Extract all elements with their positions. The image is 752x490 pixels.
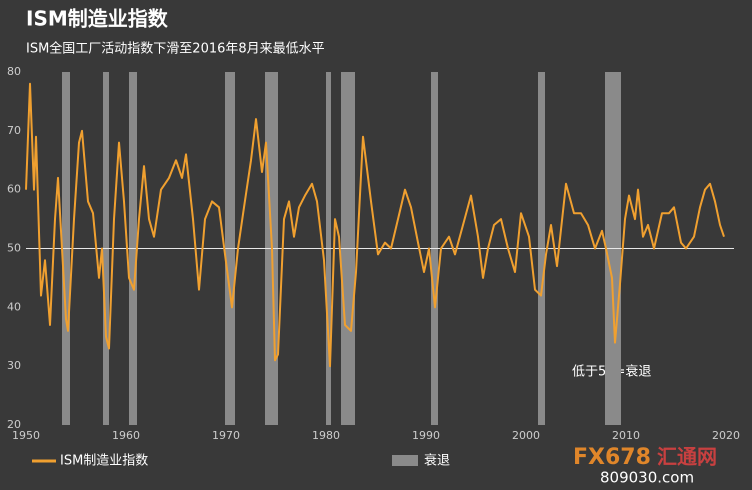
x-tick-label: 1990: [412, 429, 440, 442]
y-tick-label: 30: [7, 359, 21, 372]
legend-label: ISM制造业指数: [60, 454, 148, 469]
x-tick-label: 2010: [612, 429, 640, 442]
x-tick-label: 1980: [312, 429, 340, 442]
x-tick-label: 1960: [112, 429, 140, 442]
x-tick-label: 1970: [212, 429, 240, 442]
watermark-brand: FX678: [573, 445, 651, 470]
legend-label: 衰退: [424, 453, 450, 469]
x-tick-label: 2020: [712, 429, 740, 442]
y-tick-label: 60: [7, 183, 21, 196]
series-line: [25, 82, 725, 368]
chart-subtitle: ISM全国工厂活动指数下滑至2016年8月来最低水平: [26, 41, 325, 57]
y-tick-label: 50: [7, 242, 21, 255]
x-tick-label: 1950: [12, 429, 40, 442]
y-tick-label: 20: [7, 418, 21, 431]
x-tick-label: 2000: [512, 429, 540, 442]
watermark-site: 809030.com: [600, 469, 694, 487]
y-tick-label: 40: [7, 300, 21, 313]
y-tick-label: 80: [7, 65, 21, 78]
y-tick-label: 70: [7, 124, 21, 137]
chart-title: ISM制造业指数: [26, 7, 169, 31]
watermark-name: 汇通网: [657, 445, 717, 469]
legend-band-swatch: [392, 455, 418, 466]
